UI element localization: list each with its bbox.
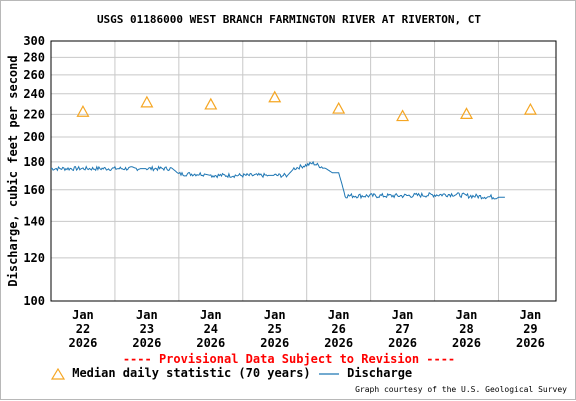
- legend-median-label: Median daily statistic (70 years): [72, 366, 310, 380]
- discharge-line: [51, 162, 505, 199]
- x-tick-label: 28: [459, 322, 473, 336]
- x-tick-label: Jan: [136, 308, 158, 322]
- x-tick-label: Jan: [264, 308, 286, 322]
- y-tick-label: 160: [23, 183, 45, 197]
- plot-border: [51, 41, 556, 301]
- x-tick-label: 25: [268, 322, 282, 336]
- x-tick-label: 2026: [324, 336, 353, 350]
- x-tick-label: Jan: [200, 308, 222, 322]
- x-tick-label: Jan: [72, 308, 94, 322]
- y-tick-label: 200: [23, 130, 45, 144]
- x-tick-label: 2026: [196, 336, 225, 350]
- x-tick-label: Jan: [328, 308, 350, 322]
- y-tick-label: 260: [23, 68, 45, 82]
- y-tick-label: 220: [23, 107, 45, 121]
- y-tick-label: 280: [23, 50, 45, 64]
- median-daily-marker: [205, 99, 216, 109]
- x-tick-label: 23: [140, 322, 154, 336]
- y-tick-label: 180: [23, 155, 45, 169]
- x-tick-label: Jan: [392, 308, 414, 322]
- y-tick-label: 100: [23, 294, 45, 308]
- median-daily-marker: [525, 104, 536, 114]
- median-daily-marker: [269, 92, 280, 102]
- median-daily-marker: [333, 103, 344, 113]
- legend-discharge-label: Discharge: [347, 366, 412, 380]
- x-tick-label: 2026: [516, 336, 545, 350]
- x-tick-label: 24: [204, 322, 218, 336]
- y-tick-label: 300: [23, 34, 45, 48]
- y-tick-label: 140: [23, 214, 45, 228]
- x-tick-label: Jan: [520, 308, 542, 322]
- y-tick-label: 240: [23, 87, 45, 101]
- x-tick-label: 26: [331, 322, 345, 336]
- x-tick-label: 2026: [132, 336, 161, 350]
- legend: Median daily statistic (70 years) Discha…: [51, 366, 412, 380]
- x-tick-label: 2026: [260, 336, 289, 350]
- median-daily-marker: [397, 111, 408, 121]
- courtesy-note: Graph courtesy of the U.S. Geological Su…: [355, 385, 567, 394]
- legend-discharge-line-icon: [318, 368, 340, 380]
- y-tick-label: 120: [23, 251, 45, 265]
- provisional-notice: ---- Provisional Data Subject to Revisio…: [1, 352, 576, 366]
- median-daily-marker: [141, 97, 152, 107]
- x-tick-label: 27: [395, 322, 409, 336]
- x-tick-label: 2026: [69, 336, 98, 350]
- legend-median-marker-icon: [51, 368, 65, 380]
- median-daily-marker: [461, 108, 472, 118]
- x-tick-label: 2026: [388, 336, 417, 350]
- x-tick-label: 2026: [452, 336, 481, 350]
- x-tick-label: 29: [523, 322, 537, 336]
- x-tick-label: Jan: [456, 308, 478, 322]
- x-tick-label: 22: [76, 322, 90, 336]
- y-axis-label: Discharge, cubic feet per second: [6, 55, 20, 286]
